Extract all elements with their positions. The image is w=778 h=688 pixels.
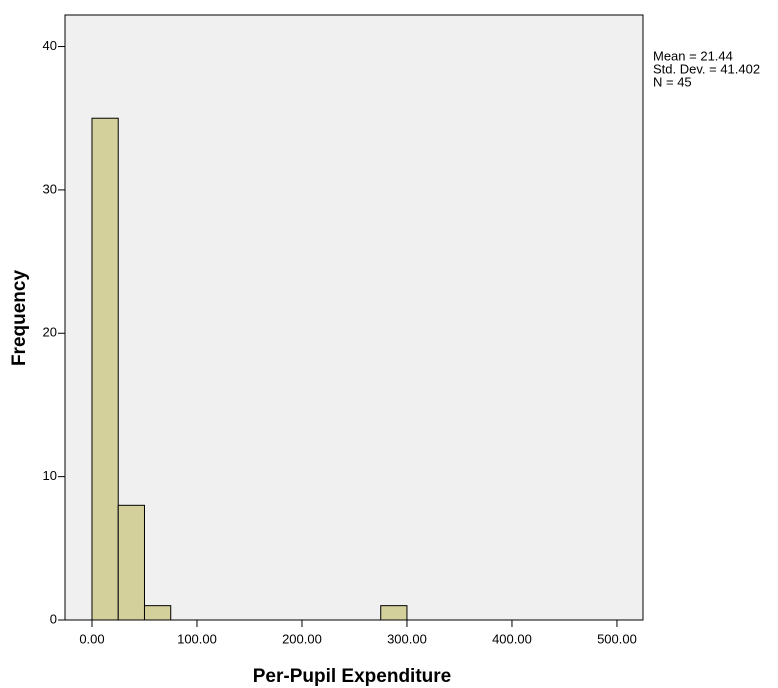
x-tick-label: 100.00 bbox=[177, 631, 217, 646]
stats-label: Std. Dev. = 41.402 bbox=[653, 61, 760, 76]
bar bbox=[380, 605, 408, 621]
x-tick-label: 300.00 bbox=[387, 631, 427, 646]
y-tick-label: 40 bbox=[43, 38, 57, 53]
plot-area bbox=[64, 14, 644, 621]
bar bbox=[91, 117, 119, 621]
y-tick-label: 20 bbox=[43, 325, 57, 340]
x-axis-title: Per-Pupil Expenditure bbox=[253, 666, 451, 687]
stats-label: N = 45 bbox=[653, 74, 692, 89]
x-tick-label: 400.00 bbox=[492, 631, 532, 646]
x-tick-label: 0.00 bbox=[79, 631, 104, 646]
y-axis-title: Frequency bbox=[9, 270, 30, 367]
stats-label: Mean = 21.44 bbox=[653, 48, 733, 63]
y-tick-label: 30 bbox=[43, 181, 57, 196]
x-tick-label: 200.00 bbox=[282, 631, 322, 646]
x-tick-label: 500.00 bbox=[597, 631, 637, 646]
bar bbox=[143, 605, 172, 621]
y-tick-label: 10 bbox=[43, 468, 57, 483]
y-tick-label: 0 bbox=[50, 611, 57, 626]
bar bbox=[117, 504, 145, 621]
